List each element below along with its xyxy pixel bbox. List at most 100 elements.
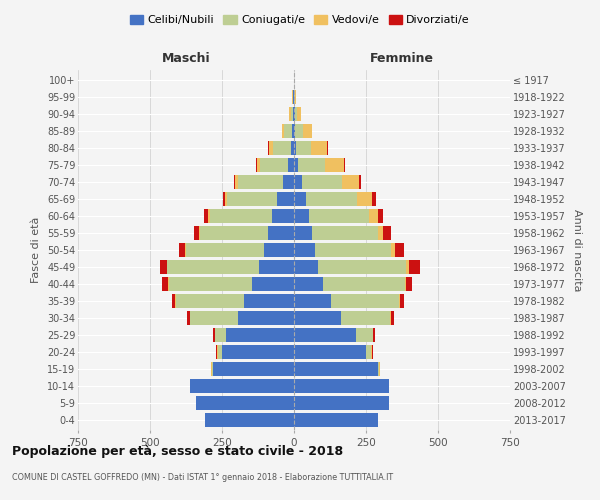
Bar xyxy=(204,209,208,223)
Text: Maschi: Maschi xyxy=(161,52,211,65)
Bar xyxy=(190,311,238,325)
Bar xyxy=(294,175,302,189)
Bar xyxy=(209,209,272,223)
Bar xyxy=(294,379,389,393)
Bar xyxy=(199,226,200,240)
Bar xyxy=(260,158,288,172)
Bar xyxy=(194,226,199,240)
Bar xyxy=(212,362,214,376)
Bar xyxy=(372,192,376,206)
Bar xyxy=(294,124,295,138)
Bar xyxy=(290,141,294,155)
Bar xyxy=(323,277,405,291)
Bar xyxy=(214,362,294,376)
Bar xyxy=(294,141,296,155)
Legend: Celibi/Nubili, Coniugati/e, Vedovi/e, Divorziati/e: Celibi/Nubili, Coniugati/e, Vedovi/e, Di… xyxy=(125,10,475,30)
Bar xyxy=(272,209,294,223)
Bar xyxy=(233,175,235,189)
Bar xyxy=(277,192,294,206)
Bar xyxy=(160,260,167,274)
Bar xyxy=(294,158,298,172)
Bar xyxy=(259,260,294,274)
Bar xyxy=(293,107,294,121)
Bar xyxy=(190,379,294,393)
Bar xyxy=(200,226,268,240)
Bar xyxy=(238,311,294,325)
Bar xyxy=(272,141,290,155)
Bar xyxy=(295,124,303,138)
Bar xyxy=(357,192,372,206)
Bar xyxy=(372,345,373,359)
Bar xyxy=(377,226,383,240)
Bar xyxy=(295,107,297,121)
Bar xyxy=(327,141,328,155)
Text: COMUNE DI CASTEL GOFFREDO (MN) - Dati ISTAT 1° gennaio 2018 - Elaborazione TUTTI: COMUNE DI CASTEL GOFFREDO (MN) - Dati IS… xyxy=(12,473,393,482)
Bar xyxy=(224,192,227,206)
Bar xyxy=(309,209,370,223)
Bar xyxy=(294,209,309,223)
Bar xyxy=(185,243,186,257)
Bar xyxy=(359,175,361,189)
Bar xyxy=(391,243,395,257)
Bar xyxy=(390,311,391,325)
Bar xyxy=(235,175,238,189)
Bar xyxy=(311,141,327,155)
Bar xyxy=(172,294,175,308)
Bar xyxy=(325,158,344,172)
Bar xyxy=(395,243,404,257)
Bar xyxy=(409,260,419,274)
Bar xyxy=(312,226,377,240)
Bar xyxy=(377,362,379,376)
Bar xyxy=(331,294,399,308)
Bar xyxy=(366,345,371,359)
Bar xyxy=(400,294,404,308)
Bar xyxy=(294,328,356,342)
Bar xyxy=(162,277,168,291)
Bar xyxy=(317,260,406,274)
Bar xyxy=(296,141,311,155)
Bar xyxy=(406,277,412,291)
Bar xyxy=(205,413,294,427)
Bar xyxy=(216,345,217,359)
Bar xyxy=(257,158,260,172)
Y-axis label: Fasce di età: Fasce di età xyxy=(31,217,41,283)
Bar xyxy=(238,175,283,189)
Bar xyxy=(284,124,292,138)
Bar xyxy=(303,124,312,138)
Text: Popolazione per età, sesso e stato civile - 2018: Popolazione per età, sesso e stato civil… xyxy=(12,445,343,458)
Bar xyxy=(294,362,377,376)
Bar xyxy=(283,175,294,189)
Bar xyxy=(244,294,294,308)
Bar xyxy=(292,124,294,138)
Bar xyxy=(406,260,409,274)
Bar xyxy=(214,328,215,342)
Bar xyxy=(399,294,400,308)
Bar xyxy=(294,413,377,427)
Bar xyxy=(215,328,226,342)
Bar xyxy=(269,141,272,155)
Bar xyxy=(227,192,277,206)
Bar xyxy=(294,226,312,240)
Bar xyxy=(252,277,294,291)
Bar xyxy=(377,209,383,223)
Bar xyxy=(208,209,209,223)
Bar xyxy=(176,294,244,308)
Bar xyxy=(294,107,295,121)
Bar xyxy=(289,107,290,121)
Bar xyxy=(315,243,391,257)
Bar xyxy=(290,107,293,121)
Bar xyxy=(298,158,325,172)
Bar xyxy=(342,175,359,189)
Bar xyxy=(294,345,366,359)
Bar xyxy=(356,328,373,342)
Bar xyxy=(167,260,259,274)
Bar xyxy=(186,243,264,257)
Bar xyxy=(297,107,301,121)
Bar xyxy=(294,311,341,325)
Bar xyxy=(344,158,345,172)
Bar xyxy=(405,277,406,291)
Bar xyxy=(169,277,252,291)
Bar xyxy=(288,158,294,172)
Bar xyxy=(222,345,294,359)
Bar xyxy=(294,396,389,410)
